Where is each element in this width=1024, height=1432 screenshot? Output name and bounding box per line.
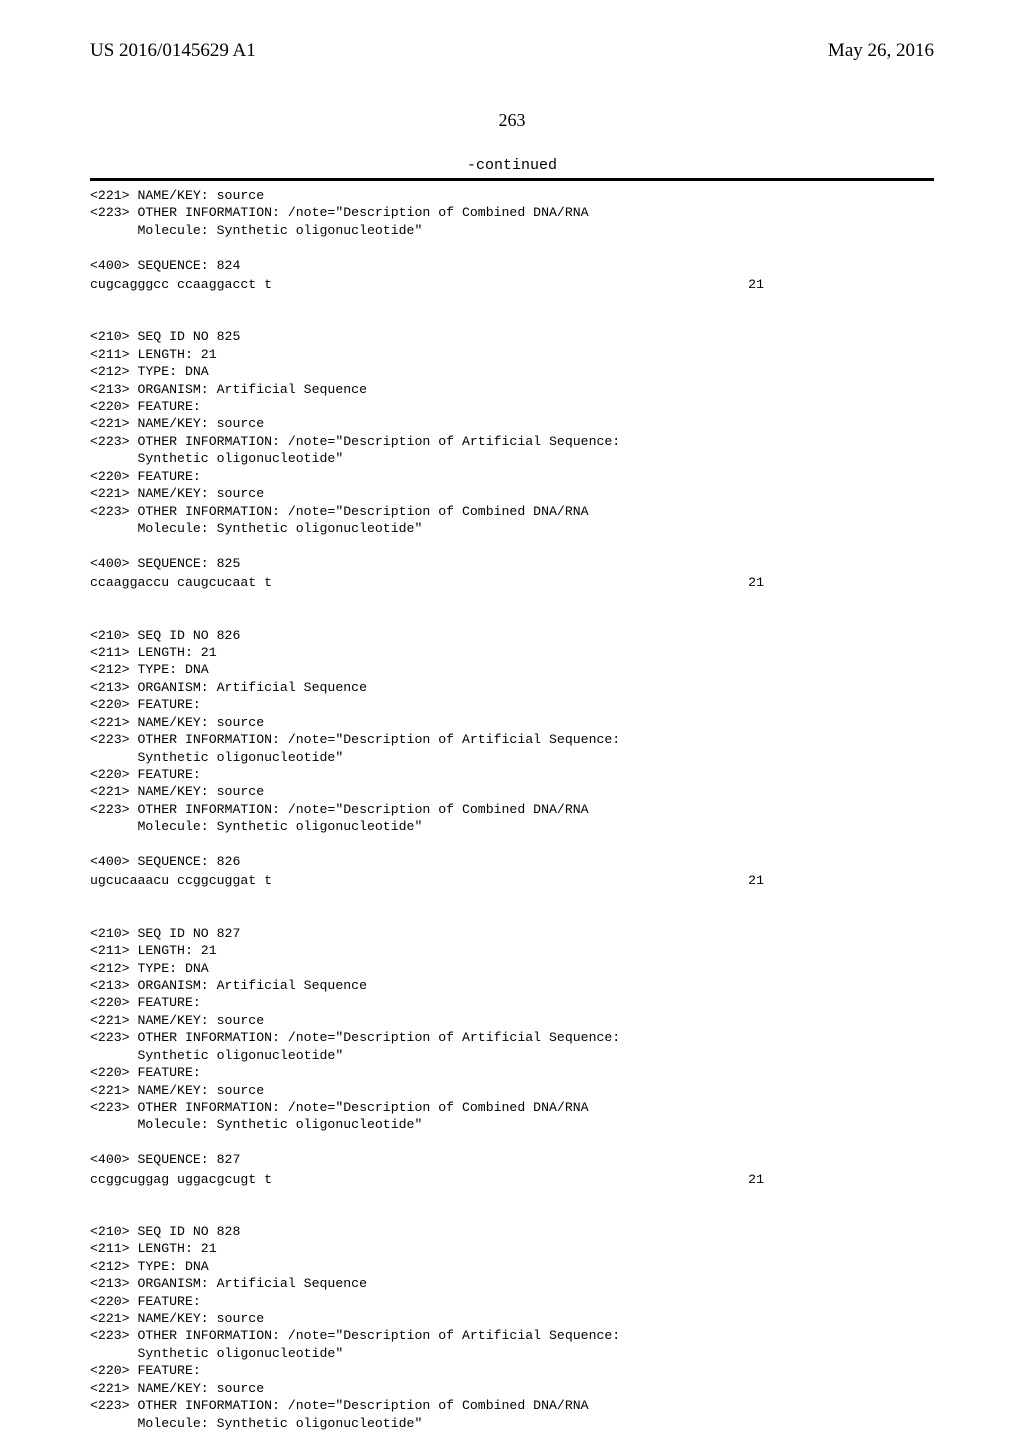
sequence-block: <210> SEQ ID NO 828 <211> LENGTH: 21 <21… <box>90 1188 934 1432</box>
patent-date: May 26, 2016 <box>828 40 934 62</box>
rule-top-thin <box>90 180 934 181</box>
continued-label: -continued <box>90 157 934 174</box>
sequence-length: 21 <box>748 1171 934 1188</box>
sequence-line: ccggcuggag uggacgcugt t 21 <box>90 1171 934 1188</box>
sequence-text: ccggcuggag uggacgcugt t <box>90 1171 272 1188</box>
page-number: 263 <box>90 110 934 131</box>
sequence-length: 21 <box>748 276 934 293</box>
sequence-block: <221> NAME/KEY: source <223> OTHER INFOR… <box>90 187 934 274</box>
sequence-length: 21 <box>748 574 934 591</box>
sequence-block: <210> SEQ ID NO 826 <211> LENGTH: 21 <21… <box>90 592 934 871</box>
sequence-text: ccaaggaccu caugcucaat t <box>90 574 272 591</box>
patent-number: US 2016/0145629 A1 <box>90 40 256 62</box>
sequence-listing: <221> NAME/KEY: source <223> OTHER INFOR… <box>90 187 934 1432</box>
sequence-line: cugcagggcc ccaaggacct t 21 <box>90 276 934 293</box>
page-header: US 2016/0145629 A1 May 26, 2016 <box>90 40 934 62</box>
sequence-text: ugcucaaacu ccggcuggat t <box>90 872 272 889</box>
sequence-line: ccaaggaccu caugcucaat t 21 <box>90 574 934 591</box>
sequence-length: 21 <box>748 872 934 889</box>
patent-page: US 2016/0145629 A1 May 26, 2016 263 -con… <box>0 0 1024 1320</box>
sequence-block: <210> SEQ ID NO 825 <211> LENGTH: 21 <21… <box>90 294 934 573</box>
sequence-text: cugcagggcc ccaaggacct t <box>90 276 272 293</box>
sequence-line: ugcucaaacu ccggcuggat t 21 <box>90 872 934 889</box>
sequence-block: <210> SEQ ID NO 827 <211> LENGTH: 21 <21… <box>90 890 934 1169</box>
